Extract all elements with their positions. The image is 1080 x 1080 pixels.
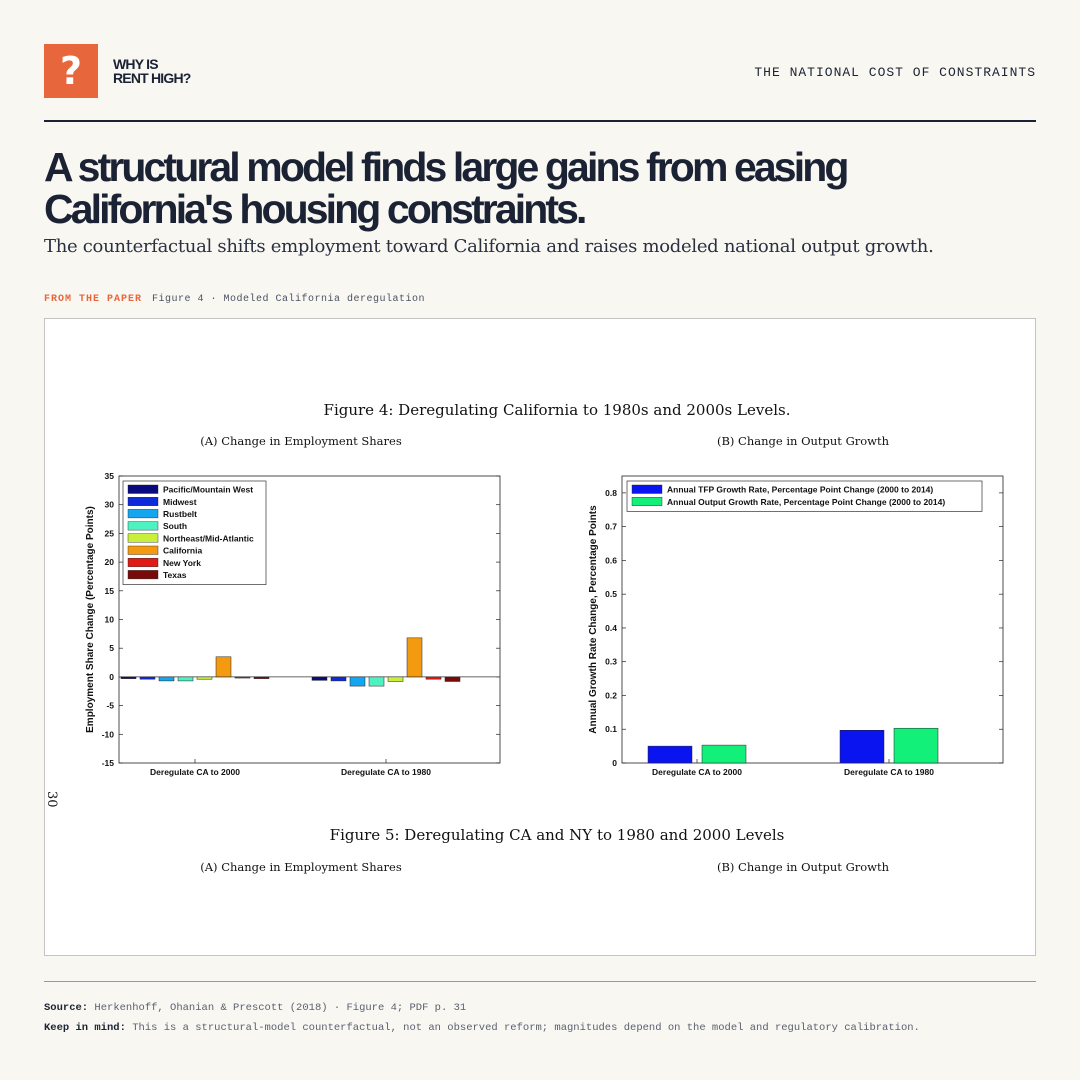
plot-area <box>621 475 1004 764</box>
y-tick-label: 0.6 <box>605 555 617 565</box>
y-tick-label: 30 <box>105 500 115 510</box>
source-text: Herkenhoff, Ohanian & Prescott (2018) · … <box>94 1002 467 1014</box>
brand-name: WHY IS RENT HIGH? <box>113 56 191 86</box>
y-tick-label: 0.1 <box>605 724 617 734</box>
y-tick-label: 0.4 <box>605 623 617 633</box>
question-mark-logo-icon: ? <box>44 44 98 98</box>
caveat-label: Keep in mind: <box>44 1022 126 1034</box>
y-axis-label: Annual Growth Rate Change, Percentage Po… <box>588 505 599 734</box>
bar <box>234 676 251 679</box>
bar <box>253 676 270 679</box>
bar <box>349 676 366 687</box>
y-axis-label: Employment Share Change (Percentage Poin… <box>85 506 96 733</box>
legend-swatch <box>127 496 159 506</box>
y-tick-label: 0 <box>109 672 114 682</box>
figure5-title: Figure 5: Deregulating CA and NY to 1980… <box>330 826 785 844</box>
legend-label: California <box>163 546 202 556</box>
y-tick-label: 20 <box>105 557 115 567</box>
bar <box>120 676 137 679</box>
bottom-divider <box>44 981 1036 982</box>
bar <box>330 676 347 682</box>
legend-swatch <box>127 521 159 531</box>
x-tick-label: Deregulate CA to 1980 <box>844 767 934 777</box>
legend-label: Northeast/Mid-Atlantic <box>163 533 254 543</box>
source-line: Source: Herkenhoff, Ohanian & Prescott (… <box>44 1002 466 1014</box>
figure5-panel-a-title: (A) Change in Employment Shares <box>200 860 402 874</box>
y-tick-label: 10 <box>105 615 115 625</box>
y-tick-label: 0.3 <box>605 657 617 667</box>
top-divider <box>44 120 1036 122</box>
bar <box>215 656 232 678</box>
figure5-panel-b-title: (B) Change in Output Growth <box>717 860 890 874</box>
legend-swatch <box>127 570 159 580</box>
caveat-text: This is a structural-model counterfactua… <box>132 1022 920 1034</box>
bar <box>177 676 194 682</box>
figure-label-caption: Figure 4 · Modeled California deregulati… <box>152 294 426 305</box>
legend-swatch <box>127 545 159 555</box>
page-number: 30 <box>45 791 59 808</box>
legend-box <box>626 480 983 512</box>
bar <box>647 745 693 764</box>
bar <box>425 676 442 680</box>
y-tick-label: 0.2 <box>605 690 617 700</box>
bar <box>311 676 328 681</box>
legend-label: Pacific/Mountain West <box>163 485 253 495</box>
legend-label: Midwest <box>163 497 197 507</box>
x-tick-label: Deregulate CA to 2000 <box>150 767 240 777</box>
y-tick-label: -15 <box>102 758 115 768</box>
legend-label: New York <box>163 558 201 568</box>
bar <box>444 676 461 682</box>
bar <box>839 729 885 764</box>
bar <box>158 676 175 682</box>
bar <box>196 676 213 680</box>
legend-swatch <box>127 509 159 519</box>
y-tick-label: 15 <box>105 586 115 596</box>
chart-output-growth: (B) Change in Output Growth 0 0.1 0.2 0.3 0.4… <box>588 434 1004 777</box>
legend-label: Annual TFP Growth Rate, Percentage Point… <box>667 485 933 495</box>
y-tick-label: 25 <box>105 528 115 538</box>
y-tick-label: 5 <box>109 643 114 653</box>
section-kicker: THE NATIONAL COST OF CONSTRAINTS <box>754 65 1036 80</box>
bar <box>387 676 404 682</box>
chart-title: (B) Change in Output Growth <box>717 434 890 448</box>
x-tick-label: Deregulate CA to 1980 <box>341 767 431 777</box>
bar <box>893 727 939 764</box>
legend-label: Texas <box>163 570 187 580</box>
figure-panel: 30 Figure 4: Deregulating California to … <box>44 318 1036 956</box>
y-tick-label: -5 <box>106 701 114 711</box>
legend-swatch <box>127 557 159 567</box>
chart-title: (A) Change in Employment Shares <box>200 434 402 448</box>
legend-swatch <box>631 484 663 494</box>
bar <box>139 676 156 680</box>
subhead: The counterfactual shifts employment tow… <box>44 236 934 257</box>
x-tick-label: Deregulate CA to 2000 <box>652 767 742 777</box>
y-tick-label: 0.7 <box>605 522 617 532</box>
bar <box>701 744 747 764</box>
bar <box>406 637 423 678</box>
bar <box>368 676 385 687</box>
legend-swatch <box>631 496 663 506</box>
figure-label: FROM THE PAPER Figure 4 · Modeled Califor… <box>44 294 425 305</box>
y-tick-label: 35 <box>105 471 115 481</box>
y-tick-label: -10 <box>102 729 115 739</box>
y-tick-label: 0.8 <box>605 488 617 498</box>
y-tick-label: 0.5 <box>605 589 617 599</box>
brand[interactable]: ? WHY IS RENT HIGH? <box>44 44 191 98</box>
caveat-line: Keep in mind: This is a structural-model… <box>44 1022 920 1034</box>
legend-swatch <box>127 533 159 543</box>
figure4-title: Figure 4: Deregulating California to 198… <box>324 401 791 419</box>
figure-svg: 30 Figure 4: Deregulating California to … <box>45 401 1004 874</box>
headline: A structural model finds large gains fro… <box>44 144 849 232</box>
legend-label: Rustbelt <box>163 509 197 519</box>
chart-employment-shares: (A) Change in Employment Shares -15 -10 -5 0… <box>85 434 501 777</box>
legend-label: South <box>163 521 187 531</box>
legend-swatch <box>127 484 159 494</box>
legend-label: Annual Output Growth Rate, Percentage Po… <box>667 497 945 507</box>
figure-label-tag: FROM THE PAPER <box>44 294 143 305</box>
source-label: Source: <box>44 1002 89 1014</box>
y-tick-label: 0 <box>612 758 617 768</box>
